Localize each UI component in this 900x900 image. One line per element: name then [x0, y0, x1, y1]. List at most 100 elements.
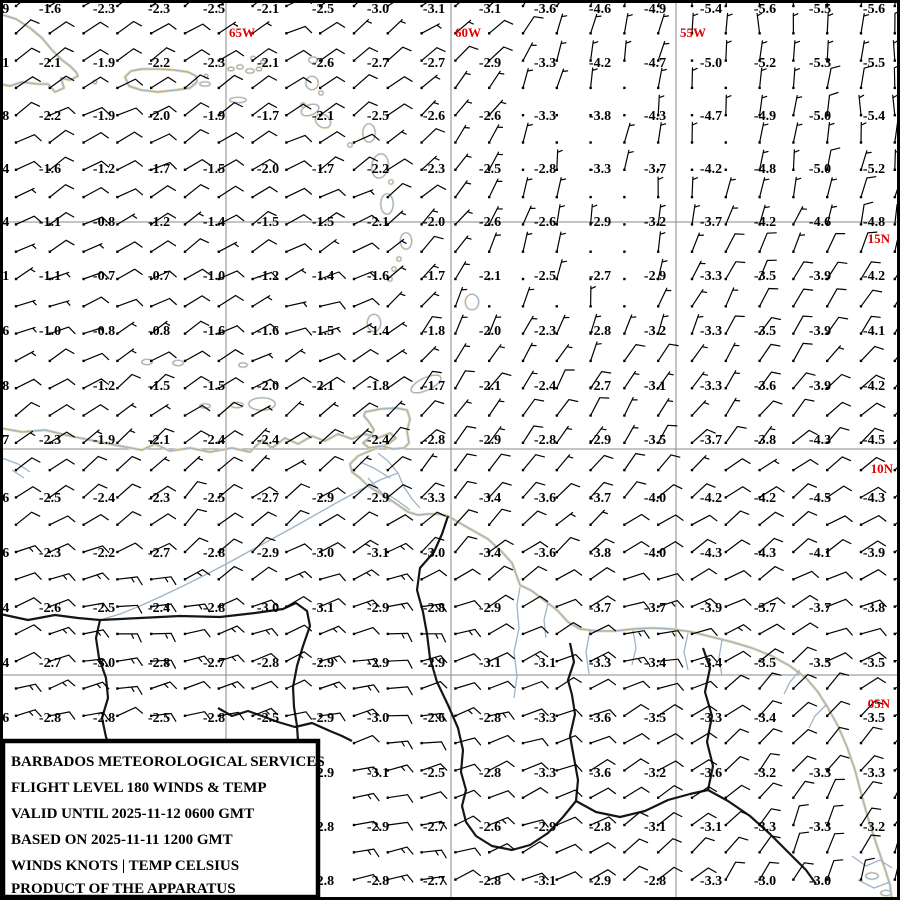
wind-barb [522, 626, 549, 635]
wind-barb [285, 624, 312, 635]
wind-barb [353, 820, 380, 830]
temp-value: -5.3 [809, 56, 831, 71]
wind-barb [522, 541, 549, 553]
wind-barb [488, 232, 501, 253]
wind-barb [590, 203, 598, 225]
wind-barb [252, 239, 278, 253]
wind-barb [860, 201, 874, 225]
wind-barb [623, 513, 650, 526]
wind-barb [454, 480, 477, 498]
station-dot [690, 59, 694, 62]
temp-value: -4.9 [644, 2, 666, 17]
wind-barb [860, 13, 870, 34]
wind-barb [421, 235, 444, 253]
wind-barb [184, 569, 211, 580]
wind-barb [826, 316, 849, 335]
station-dot [623, 223, 626, 226]
wind-barb [184, 537, 209, 553]
wind-barb [83, 271, 110, 280]
temp-value: -2.4 [367, 433, 389, 448]
temp-value: -5.2 [863, 162, 885, 177]
river [1, 457, 31, 473]
wind-barb [49, 239, 75, 253]
wind-barb [488, 206, 503, 225]
wind-barb [691, 732, 718, 744]
island [305, 75, 319, 91]
temp-value: -3.0 [367, 2, 389, 17]
wind-barb [285, 103, 312, 116]
island [248, 397, 276, 411]
temp-value: .9 [0, 2, 9, 17]
temp-value: -3.2 [644, 215, 666, 230]
wind-barb [49, 458, 75, 471]
temp-value: .1 [0, 269, 9, 284]
wind-barb [252, 486, 278, 498]
wind-barb [522, 872, 549, 881]
wind-barb [150, 270, 177, 280]
wind-barb [49, 326, 76, 335]
wind-barb [657, 600, 684, 608]
wind-barb [353, 708, 380, 717]
wind-barb [454, 45, 479, 62]
wind-barb [15, 651, 42, 662]
wind-barb [83, 629, 110, 638]
wind-barb [590, 842, 616, 853]
wind-barb [150, 373, 175, 389]
temp-value: -2.1 [257, 2, 279, 17]
wind-barb [252, 653, 279, 662]
wind-barb [387, 76, 413, 89]
wind-barb [421, 849, 447, 859]
wind-barb [792, 12, 799, 34]
wind-barb [759, 808, 781, 826]
wind-barb [860, 599, 887, 608]
temp-value: -2.9 [312, 491, 334, 506]
wind-barb [657, 573, 684, 582]
temp-value: -3.7 [589, 491, 611, 506]
temp-value: -4.2 [863, 379, 885, 394]
wind-barb [826, 288, 847, 307]
temp-value: -2.9 [479, 433, 501, 448]
wind-barb [691, 514, 718, 526]
wind-barb [556, 0, 563, 7]
wind-barb [421, 791, 448, 799]
wind-barb [522, 315, 538, 335]
wind-barb [353, 349, 379, 362]
wind-barb [252, 130, 278, 144]
wind-barb [860, 176, 877, 198]
wind-barb [49, 300, 71, 307]
wind-barb [725, 570, 752, 580]
wind-barb [826, 859, 844, 881]
wind-barb [522, 819, 549, 828]
wind-barb [691, 176, 698, 198]
temp-value: .7 [0, 433, 9, 448]
wind-barb [83, 326, 105, 335]
wind-barb [353, 848, 380, 858]
wind-barb [353, 658, 380, 668]
wind-barb [387, 740, 413, 750]
temp-value: -2.8 [589, 820, 611, 835]
station-dot [488, 277, 491, 281]
wind-barb [623, 811, 649, 826]
wind-barb [387, 874, 414, 883]
wind-barb [184, 711, 211, 720]
wind-barb [353, 483, 378, 498]
temp-value: -2.3 [534, 324, 556, 339]
wind-barb [691, 344, 708, 362]
wind-barb [590, 595, 616, 608]
temp-value: -2.7 [39, 656, 61, 671]
wind-barb [252, 186, 278, 198]
wind-barb [792, 315, 813, 335]
temp-value: -2.8 [93, 711, 115, 726]
wind-barb [556, 68, 569, 89]
wind-barb [387, 129, 407, 144]
temp-value: -5.0 [700, 56, 722, 71]
wind-barb [725, 205, 739, 225]
temp-value: -3.4 [700, 656, 722, 671]
wind-barb [285, 570, 313, 580]
wind-barb [150, 297, 177, 307]
temp-value: -3.6 [589, 711, 611, 726]
wind-barb [792, 538, 818, 553]
temp-value: -2.7 [423, 874, 445, 889]
wind-barb [218, 456, 243, 471]
wind-barb [116, 456, 142, 471]
